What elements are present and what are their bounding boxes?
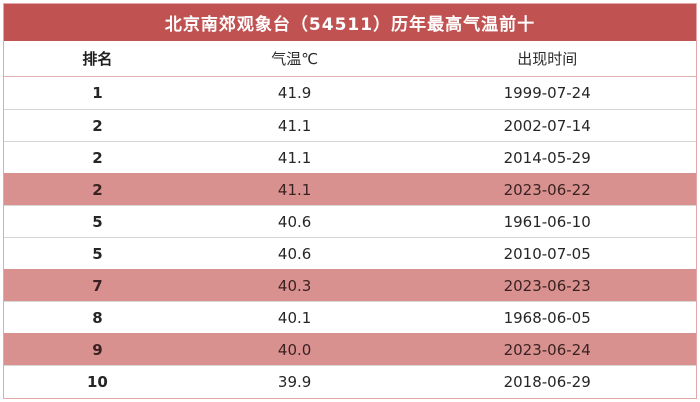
table-row: 5 40.6 1961-06-10 [4, 205, 696, 237]
cell-rank: 7 [92, 276, 103, 295]
cell-temp: 41.1 [277, 180, 312, 199]
cell-date: 1999-07-24 [503, 84, 591, 102]
table-row: 2 41.1 2023-06-22 [4, 173, 696, 205]
cell-date: 2010-07-05 [503, 244, 591, 263]
cell-rank: 10 [86, 372, 108, 391]
cell-date: 2014-05-29 [503, 148, 591, 167]
column-header-rank: 排名 [82, 50, 113, 68]
temperature-table: 北京南郊观象台（54511）历年最高气温前十 排名 气温℃ 出现时间 1 41.9… [3, 3, 697, 399]
column-header-row: 排名 气温℃ 出现时间 [4, 41, 696, 77]
cell-temp: 40.1 [277, 308, 312, 327]
cell-rank: 2 [92, 180, 103, 199]
table-row: 10 39.9 2018-06-29 [4, 365, 696, 397]
cell-date: 1968-06-05 [503, 308, 591, 327]
cell-rank: 9 [92, 340, 103, 359]
table-row: 2 41.1 2002-07-14 [4, 109, 696, 141]
column-header-date: 出现时间 [517, 50, 578, 68]
table-row: 5 40.6 2010-07-05 [4, 237, 696, 269]
cell-date: 1961-06-10 [503, 212, 591, 231]
cell-date: 2002-07-14 [503, 116, 591, 135]
table-row: 8 40.1 1968-06-05 [4, 301, 696, 333]
column-header-temp: 气温℃ [271, 50, 319, 68]
table-body: 1 41.9 1999-07-24 2 41.1 2002-07-14 2 41.1 2014-… [4, 77, 696, 397]
cell-temp: 40.0 [277, 340, 312, 359]
cell-date: 2023-06-24 [503, 340, 591, 359]
cell-rank: 2 [92, 116, 103, 135]
cell-rank: 8 [92, 308, 103, 327]
table-row: 1 41.9 1999-07-24 [4, 77, 696, 109]
cell-date: 2023-06-23 [503, 276, 591, 295]
table-row: 7 40.3 2023-06-23 [4, 269, 696, 301]
cell-temp: 41.1 [277, 116, 312, 135]
cell-rank: 5 [92, 244, 103, 263]
table-row: 2 41.1 2014-05-29 [4, 141, 696, 173]
cell-temp: 40.6 [277, 212, 312, 231]
cell-rank: 5 [92, 212, 103, 231]
cell-date: 2018-06-29 [503, 372, 591, 391]
cell-temp: 41.9 [277, 84, 312, 102]
table-row: 9 40.0 2023-06-24 [4, 333, 696, 365]
cell-date: 2023-06-22 [503, 180, 591, 199]
cell-temp: 40.6 [277, 244, 312, 263]
cell-temp: 40.3 [277, 276, 312, 295]
cell-temp: 41.1 [277, 148, 312, 167]
cell-temp: 39.9 [277, 372, 312, 391]
cell-rank: 1 [92, 84, 103, 102]
table-title: 北京南郊观象台（54511）历年最高气温前十 [4, 4, 696, 41]
cell-rank: 2 [92, 148, 103, 167]
